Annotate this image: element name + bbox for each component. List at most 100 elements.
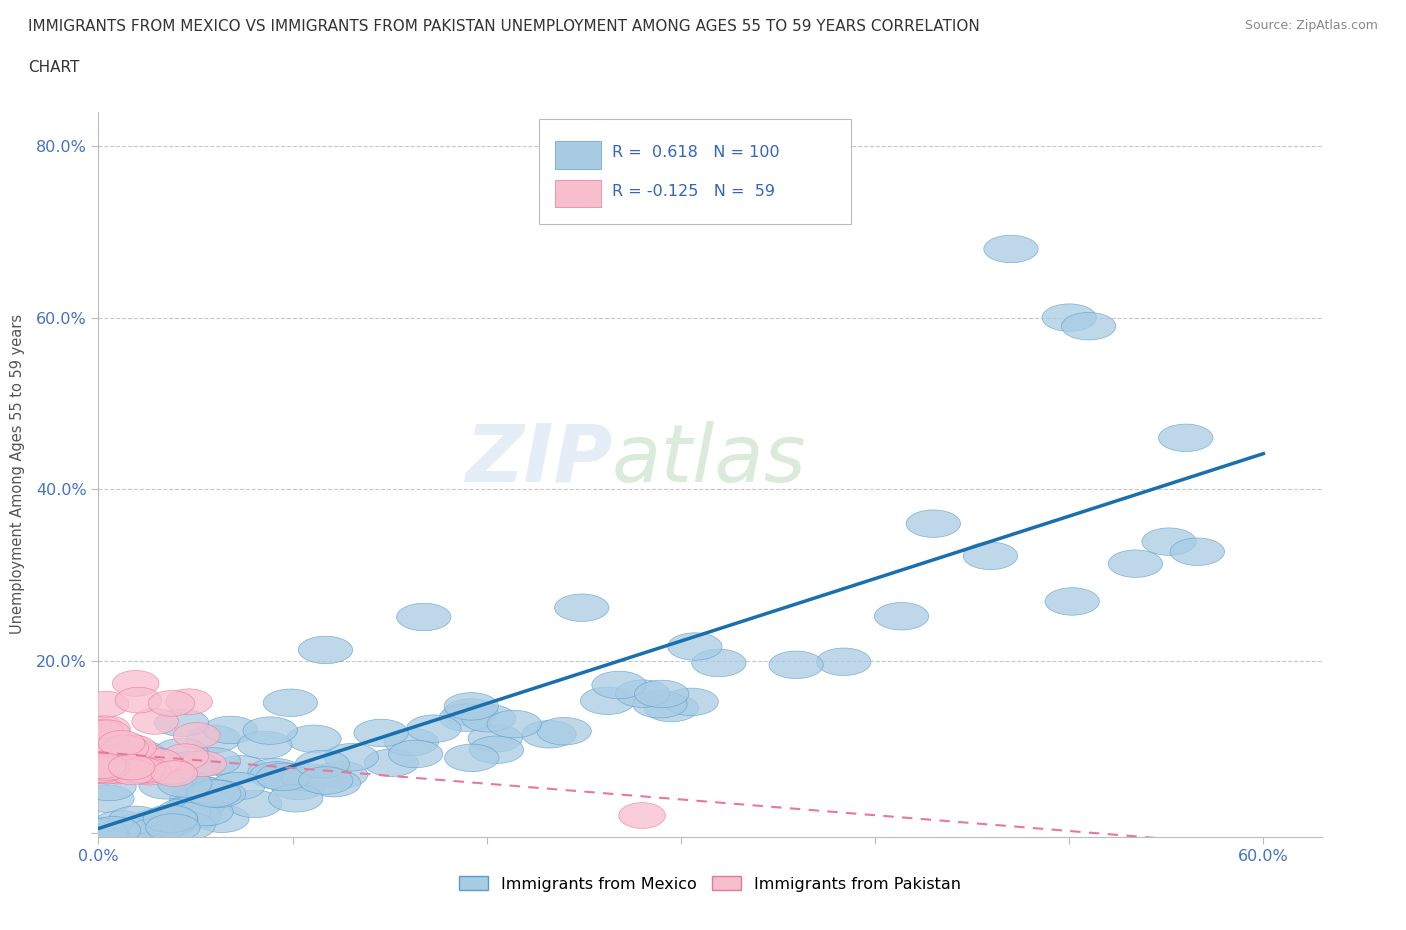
Ellipse shape <box>77 755 124 781</box>
Ellipse shape <box>364 749 419 777</box>
Ellipse shape <box>107 737 153 763</box>
Ellipse shape <box>115 687 162 713</box>
Ellipse shape <box>96 758 142 783</box>
Ellipse shape <box>87 757 134 783</box>
Ellipse shape <box>139 772 193 799</box>
Ellipse shape <box>396 604 451 631</box>
Ellipse shape <box>156 799 211 827</box>
Ellipse shape <box>89 754 135 780</box>
Ellipse shape <box>83 818 138 845</box>
Ellipse shape <box>83 753 129 778</box>
Ellipse shape <box>86 745 132 771</box>
Ellipse shape <box>93 811 148 838</box>
Ellipse shape <box>176 777 231 804</box>
Ellipse shape <box>256 764 311 790</box>
Ellipse shape <box>195 805 249 832</box>
Ellipse shape <box>634 680 689 708</box>
Ellipse shape <box>522 721 576 748</box>
Ellipse shape <box>170 791 225 819</box>
Ellipse shape <box>77 751 124 777</box>
Ellipse shape <box>112 814 167 841</box>
Ellipse shape <box>619 803 665 829</box>
Ellipse shape <box>84 743 131 769</box>
Ellipse shape <box>155 738 208 766</box>
Ellipse shape <box>172 776 226 804</box>
Ellipse shape <box>124 758 170 783</box>
Ellipse shape <box>186 725 240 752</box>
Ellipse shape <box>228 790 281 817</box>
Ellipse shape <box>204 716 257 744</box>
Ellipse shape <box>468 724 523 752</box>
Ellipse shape <box>103 818 156 845</box>
Ellipse shape <box>173 723 219 749</box>
Ellipse shape <box>281 764 336 791</box>
Ellipse shape <box>250 762 304 789</box>
Ellipse shape <box>77 755 124 780</box>
Ellipse shape <box>79 757 125 783</box>
Ellipse shape <box>125 759 173 785</box>
Ellipse shape <box>150 761 198 787</box>
Ellipse shape <box>269 785 323 812</box>
Ellipse shape <box>112 671 159 697</box>
Ellipse shape <box>84 716 131 741</box>
Ellipse shape <box>295 751 350 777</box>
Ellipse shape <box>77 754 124 779</box>
Ellipse shape <box>157 770 212 797</box>
Ellipse shape <box>83 720 131 746</box>
Ellipse shape <box>263 689 318 716</box>
Ellipse shape <box>1062 312 1116 340</box>
Ellipse shape <box>592 671 647 698</box>
Text: atlas: atlas <box>612 420 807 498</box>
Ellipse shape <box>963 542 1018 569</box>
Ellipse shape <box>83 758 129 784</box>
Ellipse shape <box>82 773 136 801</box>
Ellipse shape <box>77 720 124 746</box>
Text: Source: ZipAtlas.com: Source: ZipAtlas.com <box>1244 19 1378 32</box>
Ellipse shape <box>384 728 439 756</box>
Ellipse shape <box>444 693 499 720</box>
Text: R =  0.618   N = 100: R = 0.618 N = 100 <box>612 145 780 161</box>
Ellipse shape <box>148 758 194 784</box>
Ellipse shape <box>668 632 723 660</box>
Ellipse shape <box>1042 304 1097 331</box>
Ellipse shape <box>80 755 127 781</box>
Ellipse shape <box>287 725 342 752</box>
Ellipse shape <box>817 648 870 675</box>
Ellipse shape <box>554 594 609 621</box>
Ellipse shape <box>93 757 139 782</box>
Ellipse shape <box>298 766 353 794</box>
Ellipse shape <box>103 756 149 781</box>
Ellipse shape <box>93 754 139 780</box>
Ellipse shape <box>984 235 1038 262</box>
FancyBboxPatch shape <box>555 141 602 169</box>
Ellipse shape <box>486 711 541 737</box>
Ellipse shape <box>128 818 183 845</box>
Ellipse shape <box>1159 424 1213 452</box>
Ellipse shape <box>77 729 124 755</box>
Ellipse shape <box>388 740 443 767</box>
Ellipse shape <box>581 687 634 714</box>
Ellipse shape <box>118 757 165 783</box>
Ellipse shape <box>108 755 155 780</box>
Ellipse shape <box>80 785 134 813</box>
Ellipse shape <box>111 754 157 779</box>
Ellipse shape <box>87 737 134 764</box>
Ellipse shape <box>167 802 221 830</box>
Ellipse shape <box>86 747 134 773</box>
Ellipse shape <box>1108 550 1163 578</box>
Ellipse shape <box>132 709 179 735</box>
Ellipse shape <box>165 795 219 822</box>
Ellipse shape <box>692 649 747 677</box>
Ellipse shape <box>271 772 325 800</box>
Ellipse shape <box>307 769 361 797</box>
Ellipse shape <box>180 751 226 777</box>
Ellipse shape <box>179 798 233 826</box>
Ellipse shape <box>124 747 179 775</box>
Ellipse shape <box>143 805 197 832</box>
Ellipse shape <box>83 691 129 717</box>
Ellipse shape <box>664 688 718 715</box>
Ellipse shape <box>103 736 149 761</box>
Legend: Immigrants from Mexico, Immigrants from Pakistan: Immigrants from Mexico, Immigrants from … <box>453 870 967 898</box>
Ellipse shape <box>537 717 592 745</box>
Ellipse shape <box>108 806 163 833</box>
